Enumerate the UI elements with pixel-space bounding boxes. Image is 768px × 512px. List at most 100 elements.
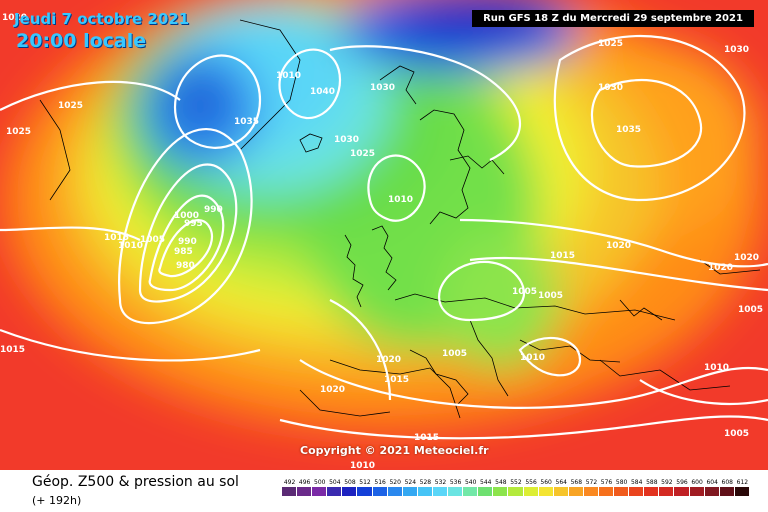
pressure-label: 1015 bbox=[550, 251, 575, 261]
legend-cell: 492 bbox=[282, 478, 298, 502]
legend-cell: 512 bbox=[357, 478, 373, 502]
legend-swatch bbox=[478, 487, 494, 496]
pressure-label: 1015 bbox=[384, 375, 409, 385]
pressure-label: 1020 bbox=[606, 241, 631, 251]
pressure-label: 1005 bbox=[512, 287, 537, 297]
legend-swatch bbox=[282, 487, 298, 496]
pressure-label: 1035 bbox=[234, 117, 259, 127]
pressure-label: 990 bbox=[204, 205, 223, 215]
legend-value: 512 bbox=[359, 479, 371, 486]
legend-cell: 600 bbox=[689, 478, 705, 502]
legend-cell: 596 bbox=[674, 478, 690, 502]
legend-cell: 568 bbox=[568, 478, 584, 502]
pressure-label: 1030 bbox=[334, 135, 359, 145]
pressure-label: 1000 bbox=[174, 211, 199, 221]
forecast-date: Jeudi 7 octobre 2021 bbox=[14, 10, 190, 28]
legend-cell: 576 bbox=[598, 478, 615, 502]
legend-swatch bbox=[463, 487, 479, 496]
color-legend: 492 496 500 504 508 512 516 520 524 528 532 536 540 5… bbox=[282, 478, 750, 502]
legend-swatch bbox=[297, 487, 313, 496]
legend-swatch bbox=[508, 487, 524, 496]
pressure-label: 1005 bbox=[724, 429, 749, 439]
legend-value: 524 bbox=[404, 479, 417, 486]
legend-value: 492 bbox=[283, 479, 296, 486]
legend-cell: 520 bbox=[387, 478, 403, 502]
legend-cell: 560 bbox=[538, 478, 554, 502]
legend-value: 560 bbox=[540, 479, 552, 486]
lead-time: (+ 192h) bbox=[32, 494, 82, 507]
legend-swatch bbox=[644, 487, 660, 496]
legend-swatch bbox=[342, 487, 358, 496]
legend-value: 496 bbox=[298, 479, 311, 486]
legend-value: 520 bbox=[389, 479, 401, 486]
legend-cell: 584 bbox=[629, 478, 645, 502]
legend-cell: 548 bbox=[493, 478, 509, 502]
legend-swatch bbox=[704, 487, 720, 496]
legend-swatch bbox=[493, 487, 509, 496]
legend-swatch bbox=[598, 487, 615, 496]
copyright-text: Copyright © 2021 Meteociel.fr bbox=[300, 444, 489, 457]
legend-cell: 608 bbox=[719, 478, 735, 502]
legend-swatch bbox=[674, 487, 690, 496]
legend-value: 612 bbox=[736, 479, 749, 486]
legend-value: 532 bbox=[434, 479, 447, 486]
pressure-label: 1025 bbox=[350, 149, 375, 159]
legend-swatch bbox=[372, 487, 388, 496]
legend-value: 552 bbox=[510, 479, 522, 486]
legend-swatch bbox=[553, 487, 569, 496]
legend-value: 588 bbox=[646, 479, 658, 486]
pressure-label: 1020 bbox=[376, 355, 401, 365]
legend-value: 556 bbox=[525, 479, 537, 486]
legend-value: 516 bbox=[374, 479, 386, 486]
pressure-label: 1035 bbox=[616, 125, 641, 135]
legend-cell: 504 bbox=[327, 478, 343, 502]
pressure-label: 1030 bbox=[724, 45, 749, 55]
legend-cell: 496 bbox=[297, 478, 313, 502]
legend-cell: 536 bbox=[448, 478, 464, 502]
legend-cell: 556 bbox=[523, 478, 539, 502]
chart-title: Géop. Z500 & pression au sol bbox=[32, 474, 239, 490]
pressure-label: 1010 bbox=[520, 353, 545, 363]
pressure-label: 990 bbox=[178, 237, 197, 247]
pressure-label: 1030 bbox=[370, 83, 395, 93]
pressure-label: 1010 bbox=[350, 461, 375, 470]
legend-cell: 580 bbox=[614, 478, 630, 502]
legend-swatch bbox=[659, 487, 675, 496]
legend-value: 572 bbox=[585, 479, 598, 486]
pressure-label: 1025 bbox=[58, 101, 83, 111]
legend-swatch bbox=[417, 487, 433, 496]
pressure-label: 1020 bbox=[2, 13, 27, 23]
legend-value: 508 bbox=[344, 479, 356, 486]
legend-cell: 612 bbox=[734, 478, 750, 502]
pressure-label: 1025 bbox=[6, 127, 31, 137]
legend-value: 540 bbox=[464, 479, 477, 486]
legend-swatch bbox=[523, 487, 539, 496]
legend-value: 504 bbox=[329, 479, 341, 486]
pressure-map: 1020 1025 1025 1015 1010 1005 1000 995 9… bbox=[0, 0, 768, 470]
coastlines bbox=[39, 19, 761, 419]
legend-cell: 500 bbox=[312, 478, 328, 502]
legend-swatch bbox=[734, 487, 750, 496]
legend-value: 564 bbox=[555, 479, 567, 486]
legend-cell: 604 bbox=[704, 478, 720, 502]
pressure-label: 1020 bbox=[734, 253, 759, 263]
legend-swatch bbox=[312, 487, 328, 496]
pressure-label: 1020 bbox=[320, 385, 345, 395]
pressure-labels: 1020 1025 1025 1015 1010 1005 1000 995 9… bbox=[0, 13, 763, 470]
legend-cell: 564 bbox=[553, 478, 569, 502]
legend-swatch bbox=[327, 487, 343, 496]
legend-cell: 540 bbox=[463, 478, 479, 502]
pressure-label: 1005 bbox=[442, 349, 467, 359]
legend-value: 544 bbox=[480, 479, 492, 486]
legend-value: 548 bbox=[495, 479, 507, 486]
legend-value: 592 bbox=[661, 479, 673, 486]
legend-cell: 552 bbox=[508, 478, 524, 502]
pressure-label: 1030 bbox=[598, 83, 623, 93]
legend-value: 600 bbox=[691, 479, 703, 486]
run-banner: Run GFS 18 Z du Mercredi 29 septembre 20… bbox=[472, 10, 754, 27]
pressure-label: 995 bbox=[184, 219, 203, 229]
legend-value: 604 bbox=[706, 479, 718, 486]
legend-value: 596 bbox=[676, 479, 688, 486]
legend-swatch bbox=[689, 487, 705, 496]
legend-value: 500 bbox=[314, 479, 326, 486]
